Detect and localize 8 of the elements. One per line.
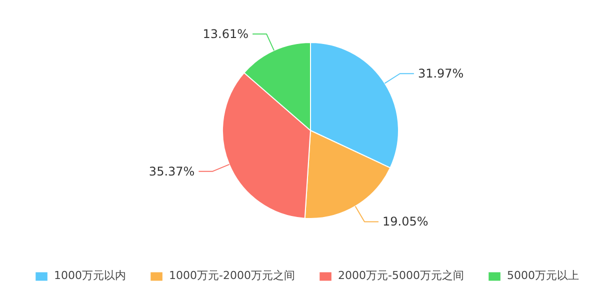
legend-label: 1000万元以内 bbox=[54, 268, 126, 283]
data-label: 19.05% bbox=[382, 214, 428, 229]
legend-label: 5000万元以上 bbox=[506, 268, 579, 283]
data-label: 31.97% bbox=[418, 66, 464, 81]
legend-label: 1000万元-2000万元之间 bbox=[169, 268, 295, 283]
data-label: 13.61% bbox=[202, 27, 249, 42]
legend-label: 2000万元-5000万元之间 bbox=[338, 268, 464, 283]
data-label: 35.37% bbox=[148, 164, 195, 178]
